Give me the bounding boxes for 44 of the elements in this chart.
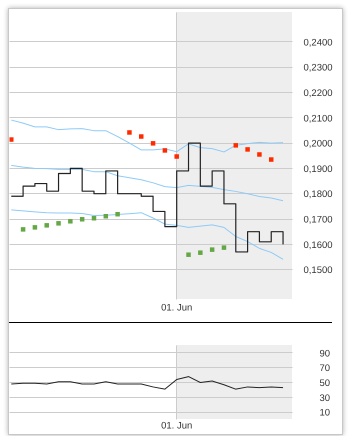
line-series xyxy=(10,164,284,202)
y-tick-label: 0,2400 xyxy=(304,37,333,48)
line-series xyxy=(10,376,284,390)
point xyxy=(186,252,191,257)
point xyxy=(56,221,61,226)
line-series xyxy=(10,209,284,260)
point xyxy=(92,216,96,221)
point xyxy=(210,247,214,252)
y-tick-label: 0,1500 xyxy=(304,265,333,276)
point xyxy=(234,143,238,148)
point xyxy=(268,157,274,162)
y-tick-label: 70 xyxy=(320,363,330,374)
x-tick-label: 01. Jun xyxy=(161,420,192,432)
point xyxy=(222,245,226,250)
point xyxy=(198,250,203,255)
y-tick-label: 0,2100 xyxy=(304,113,333,124)
point xyxy=(68,219,73,224)
point xyxy=(20,227,26,232)
y-tick-label: 0,2300 xyxy=(304,62,333,74)
y-tick-label: 30 xyxy=(320,392,330,404)
point xyxy=(80,217,84,222)
y-tick-label: 0,1700 xyxy=(304,214,333,226)
y-tick-label: 50 xyxy=(320,378,330,389)
y-tick-label: 10 xyxy=(320,408,330,419)
point xyxy=(115,212,120,216)
point xyxy=(139,134,144,139)
y-tick-label: 0,2000 xyxy=(304,138,333,150)
point xyxy=(10,137,14,142)
point xyxy=(174,154,179,159)
point xyxy=(127,130,132,135)
point xyxy=(245,147,250,152)
point xyxy=(162,148,168,153)
y-tick-label: 0,1600 xyxy=(304,240,333,251)
point xyxy=(104,214,108,218)
line-series xyxy=(10,120,284,152)
point xyxy=(150,141,156,146)
point xyxy=(257,152,262,157)
point xyxy=(32,225,38,230)
x-tick-label: 01. Jun xyxy=(161,302,192,314)
y-tick-label: 0,1900 xyxy=(304,164,333,175)
y-tick-label: 90 xyxy=(320,348,330,360)
y-tick-label: 0,2200 xyxy=(304,88,333,99)
y-tick-label: 0,1800 xyxy=(304,189,333,200)
point xyxy=(44,223,49,228)
